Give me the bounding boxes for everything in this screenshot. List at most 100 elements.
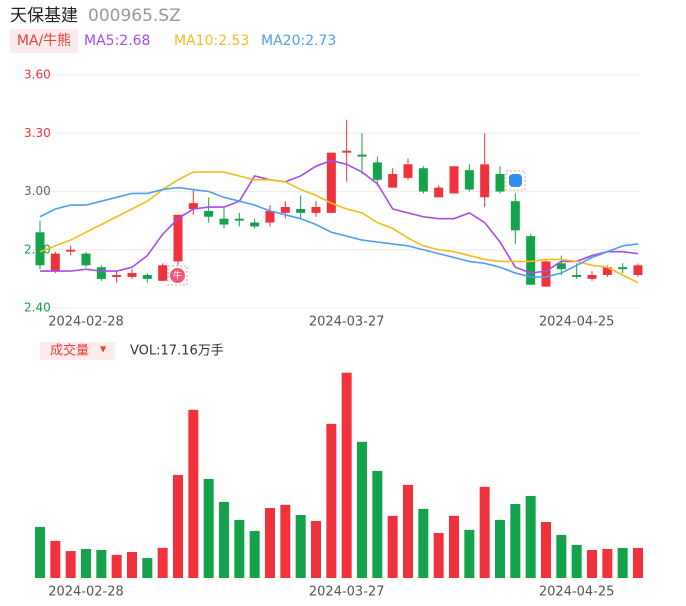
candle-body [204,210,214,217]
volume-bar [387,515,398,578]
volume-bar [249,530,260,578]
volume-bar [173,474,183,578]
x-tick-label: 2024-02-28 [48,585,124,600]
candle-body [388,174,398,188]
volume-bar [127,551,137,578]
legend-entry: MA10:2.53 [174,33,249,49]
volume-bar [372,470,383,578]
volume-bar [157,547,168,578]
ma-line [39,186,639,278]
candle-body [66,249,76,252]
volume-bar [326,423,337,578]
candle-body [142,274,152,279]
volume-bar [265,508,275,578]
candle-body [572,274,582,277]
volume-bar [541,522,551,578]
volume-bar [96,550,107,578]
volume-bar [571,544,582,578]
volume-bar [219,501,229,578]
volume-bar [602,548,613,578]
candle-body [480,164,490,198]
volume-bar [35,526,45,578]
candle-body [357,154,367,157]
candle-body [173,214,183,262]
candle-body [219,218,229,225]
volume-bar [525,495,536,578]
x-tick-label: 2024-04-25 [539,585,615,600]
candle-body [618,267,628,270]
candle-body [587,274,597,279]
candle-body [311,207,321,213]
volume-bar [617,547,628,578]
volume-bar [295,515,306,578]
volume-bar [433,533,444,578]
candle-body [296,208,306,213]
candle-body [633,265,643,275]
bull-badge-frame [167,265,188,286]
y-tick-label: 3.00 [24,184,51,198]
y-tick-label: 3.60 [24,68,51,82]
candle-body [556,263,566,270]
volume-bar [633,547,643,578]
bear-badge-frame [505,170,526,191]
candle-body [541,261,551,287]
volume-arrow[interactable]: ▼ [100,345,107,354]
ma-line [39,171,639,284]
volume-bar [464,529,475,578]
candle-body [418,168,428,192]
stock-code: 000965.SZ [88,6,181,26]
candle-body [403,164,413,178]
x-tick-label: 2024-02-28 [48,315,124,330]
candle-body [112,274,122,277]
x-tick-label: 2024-03-27 [309,315,385,330]
volume-bar [65,551,76,578]
volume-bar [556,534,567,578]
volume-bar [587,550,597,578]
y-tick-label: 2.40 [24,301,51,315]
volume-bar [311,520,321,578]
volume-bar [418,508,429,578]
volume-bar [203,478,214,578]
volume-bar [50,540,61,578]
candle-body [434,187,444,198]
candle-body [372,162,382,180]
candle-body [280,207,290,213]
legend-entry: MA20:2.73 [261,33,336,49]
candle-body [96,267,106,279]
candle-body [188,203,198,209]
volume-bar [111,554,122,578]
x-tick-label: 2024-04-25 [539,315,615,330]
candle-body [464,170,474,190]
ma-line [40,159,639,274]
candle-body [342,150,352,153]
volume-bar [234,519,245,578]
ma-button-bg[interactable] [10,29,78,53]
volume-bar [495,519,505,578]
volume-bar [357,441,367,578]
candle-body [81,253,91,266]
volume-bar [188,409,199,578]
candle-body [602,267,612,275]
volume-bar [341,372,352,578]
candle-body [526,236,536,285]
ma-button[interactable]: MA/牛熊 [17,33,71,49]
candle-body [326,152,336,213]
volume-button-bg[interactable] [40,342,115,360]
candle-body [265,210,275,223]
volume-bar [449,515,459,578]
candle-body [495,174,505,192]
bear-badge [509,174,522,187]
volume-button[interactable]: 成交量 [50,343,89,359]
volume-bar [81,548,91,578]
volume-legend: VOL:17.16万手 [130,344,224,359]
candle-body [158,265,168,281]
bull-badge-text: 牛 [173,270,182,282]
bull-badge [170,268,185,283]
candle-body [449,166,459,194]
legend-entry: MA5:2.68 [84,33,150,49]
candle-body [50,253,60,272]
y-tick-label: 3.30 [24,126,51,140]
volume-bar [510,503,521,578]
volume-bar [280,504,291,578]
